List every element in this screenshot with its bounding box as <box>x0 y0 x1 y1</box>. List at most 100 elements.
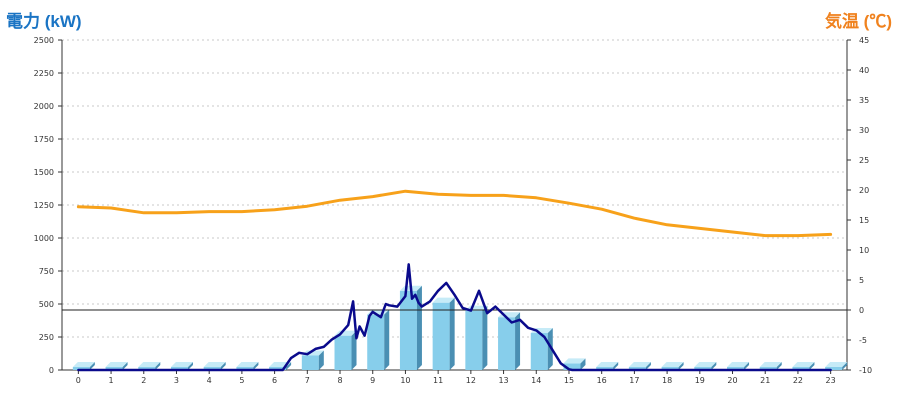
bar <box>596 367 614 370</box>
bar <box>301 355 319 370</box>
right-tick-label: 15 <box>859 216 869 225</box>
right-tick-label: 5 <box>859 276 864 285</box>
right-tick-label: -10 <box>859 366 872 375</box>
bar-side <box>187 362 193 370</box>
bar <box>563 363 581 370</box>
x-tick-label: 14 <box>531 376 541 385</box>
bar <box>269 367 287 370</box>
bar <box>367 314 385 370</box>
bar <box>759 367 777 370</box>
bar <box>203 367 221 370</box>
bar-top <box>138 362 161 367</box>
left-tick-label: 250 <box>39 333 54 342</box>
x-tick-label: 6 <box>272 376 277 385</box>
bar-top <box>596 362 619 367</box>
x-tick-label: 1 <box>109 376 114 385</box>
bar-side <box>384 309 390 370</box>
bar-top <box>105 362 128 367</box>
x-tick-label: 3 <box>174 376 179 385</box>
x-tick-label: 16 <box>597 376 607 385</box>
right-tick-label: 45 <box>859 36 869 45</box>
left-tick-label: 2500 <box>34 36 54 45</box>
bar-top <box>72 362 95 367</box>
left-tick-label: 1000 <box>34 234 54 243</box>
bar-side <box>220 362 226 370</box>
x-tick-label: 12 <box>466 376 476 385</box>
bar-top <box>694 362 717 367</box>
bar <box>661 367 679 370</box>
bar-side <box>678 362 684 370</box>
left-tick-label: 500 <box>39 300 54 309</box>
x-tick-label: 17 <box>629 376 639 385</box>
x-tick-label: 0 <box>76 376 81 385</box>
bar <box>236 367 254 370</box>
bar-side <box>449 297 455 370</box>
bar <box>399 290 417 370</box>
bar-side <box>286 362 292 370</box>
left-tick-label: 1250 <box>34 201 54 210</box>
bar-side <box>809 362 815 370</box>
right-tick-label: 20 <box>859 186 869 195</box>
bar-side <box>744 362 750 370</box>
bar-side <box>122 362 128 370</box>
bar <box>465 310 483 370</box>
bar-top <box>628 362 651 367</box>
bar <box>138 367 156 370</box>
x-tick-label: 15 <box>564 376 574 385</box>
right-tick-label: 40 <box>859 66 869 75</box>
right-tick-label: 0 <box>859 306 864 315</box>
x-tick-label: 21 <box>760 376 770 385</box>
x-tick-label: 18 <box>662 376 672 385</box>
x-tick-label: 9 <box>370 376 375 385</box>
bar-top <box>727 362 750 367</box>
x-tick-label: 23 <box>826 376 836 385</box>
bar <box>530 333 548 370</box>
bar-side <box>253 362 259 370</box>
x-tick-label: 22 <box>793 376 803 385</box>
bar-top <box>792 362 815 367</box>
x-tick-label: 13 <box>498 376 508 385</box>
bar <box>432 302 450 370</box>
right-tick-label: -5 <box>859 336 867 345</box>
bar-top <box>759 362 782 367</box>
bar-top <box>203 362 226 367</box>
bar <box>792 367 810 370</box>
right-tick-label: 30 <box>859 126 869 135</box>
bar-side <box>613 362 619 370</box>
bar-side <box>580 358 586 370</box>
bar <box>628 367 646 370</box>
x-tick-label: 4 <box>207 376 212 385</box>
right-tick-label: 10 <box>859 246 869 255</box>
left-axis-title: 電力 (kW) <box>6 12 82 31</box>
bar <box>334 335 352 370</box>
bar-top <box>432 297 455 303</box>
power-line <box>77 263 832 372</box>
bar-side <box>482 305 488 370</box>
right-tick-label: 35 <box>859 96 869 105</box>
bar-top <box>661 362 684 367</box>
left-tick-label: 1500 <box>34 168 54 177</box>
left-tick-label: 750 <box>39 267 54 276</box>
x-tick-label: 11 <box>433 376 443 385</box>
bar-side <box>351 330 357 370</box>
bar-side <box>155 362 161 370</box>
bar <box>105 367 123 370</box>
left-tick-label: 2250 <box>34 69 54 78</box>
bar <box>825 367 843 370</box>
left-tick-label: 0 <box>49 366 54 375</box>
bar-side <box>547 328 553 370</box>
x-tick-label: 19 <box>695 376 705 385</box>
bar-side <box>645 362 651 370</box>
left-tick-label: 1750 <box>34 135 54 144</box>
right-axis-title: 気温 (℃) <box>824 12 892 31</box>
left-tick-label: 2000 <box>34 102 54 111</box>
x-tick-label: 7 <box>305 376 310 385</box>
bar <box>170 367 188 370</box>
x-tick-label: 2 <box>141 376 146 385</box>
temperature-line <box>76 189 833 238</box>
bar-top <box>170 362 193 367</box>
bar-side <box>842 362 848 370</box>
bar-side <box>515 312 521 370</box>
bar-top <box>236 362 259 367</box>
